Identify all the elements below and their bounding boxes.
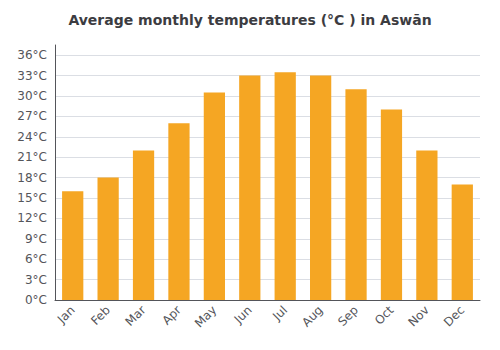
svg-text:3°C: 3°C	[25, 273, 47, 287]
svg-text:Apr: Apr	[159, 303, 184, 328]
svg-text:Nov: Nov	[405, 303, 431, 329]
svg-text:24°C: 24°C	[17, 130, 47, 144]
svg-text:Feb: Feb	[88, 303, 113, 328]
svg-text:27°C: 27°C	[17, 109, 47, 123]
svg-text:21°C: 21°C	[17, 150, 47, 164]
svg-text:33°C: 33°C	[17, 69, 47, 83]
svg-text:Oct: Oct	[372, 303, 397, 328]
svg-text:May: May	[192, 303, 219, 330]
svg-text:36°C: 36°C	[17, 48, 47, 62]
svg-text:Average monthly temperatures (: Average monthly temperatures (°C ) in As…	[68, 12, 431, 28]
svg-text:18°C: 18°C	[17, 171, 47, 185]
svg-text:30°C: 30°C	[17, 89, 47, 103]
svg-text:9°C: 9°C	[25, 232, 47, 246]
svg-text:Sep: Sep	[335, 303, 361, 329]
svg-text:Jun: Jun	[231, 303, 255, 327]
svg-text:Jul: Jul	[269, 303, 290, 324]
svg-text:0°C: 0°C	[25, 293, 47, 307]
svg-text:6°C: 6°C	[25, 252, 47, 266]
svg-text:Jan: Jan	[54, 303, 78, 327]
svg-text:15°C: 15°C	[17, 191, 47, 205]
svg-text:Dec: Dec	[441, 303, 467, 329]
svg-text:Mar: Mar	[123, 303, 149, 329]
svg-text:12°C: 12°C	[17, 211, 47, 225]
svg-text:Aug: Aug	[299, 303, 325, 329]
